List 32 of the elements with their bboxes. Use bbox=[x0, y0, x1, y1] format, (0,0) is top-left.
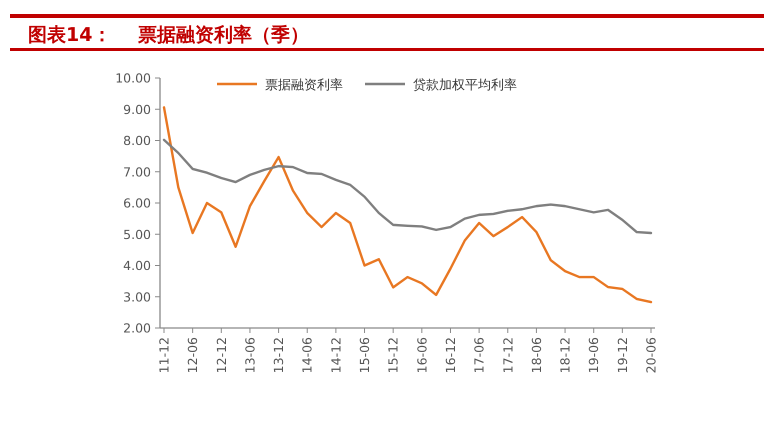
x-tick-label: 16-06 bbox=[414, 336, 430, 374]
x-tick-label: 17-12 bbox=[500, 337, 516, 374]
legend-label: 贷款加权平均利率 bbox=[413, 77, 517, 93]
legend-label: 票据融资利率 bbox=[265, 77, 343, 93]
x-tick-label: 15-06 bbox=[357, 336, 372, 374]
x-tick-label: 12-12 bbox=[214, 337, 229, 374]
y-tick-label: 9.00 bbox=[123, 102, 152, 117]
y-tick-label: 3.00 bbox=[123, 289, 152, 304]
x-tick-label: 17-06 bbox=[472, 336, 487, 374]
y-tick-label: 10.00 bbox=[115, 70, 152, 86]
x-tick-label: 18-06 bbox=[528, 336, 544, 374]
y-tick-label: 8.00 bbox=[123, 133, 152, 148]
x-tick-label: 20-06 bbox=[644, 336, 658, 374]
x-tick-label: 13-12 bbox=[271, 337, 286, 374]
chart-title: 图表14： 票据融资利率（季） bbox=[28, 24, 309, 46]
x-tick-label: 11-12 bbox=[156, 337, 172, 374]
y-tick-label: 6.00 bbox=[123, 196, 152, 210]
x-tick-label: 14-06 bbox=[300, 336, 315, 374]
y-tick-label: 4.00 bbox=[123, 258, 152, 273]
x-tick-label: 16-12 bbox=[442, 337, 458, 374]
x-tick-label: 13-06 bbox=[242, 336, 258, 374]
line-series bbox=[162, 106, 652, 304]
x-tick-label: 19-12 bbox=[614, 337, 630, 374]
line-series bbox=[162, 138, 652, 234]
x-tick-label: 19-06 bbox=[586, 336, 602, 374]
x-tick-label: 12-06 bbox=[185, 336, 200, 374]
y-tick-label: 5.00 bbox=[123, 226, 152, 242]
x-tick-label: 15-12 bbox=[386, 337, 401, 374]
y-tick-label: 7.00 bbox=[123, 164, 152, 180]
x-tick-label: 14-12 bbox=[328, 337, 344, 374]
y-tick-label: 2.00 bbox=[123, 320, 152, 336]
x-tick-label: 18-12 bbox=[558, 337, 573, 374]
